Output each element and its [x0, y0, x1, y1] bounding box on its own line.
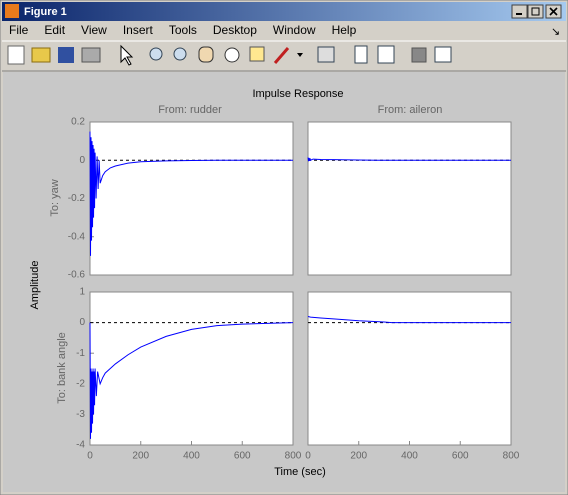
menu-item[interactable]: Edit	[44, 23, 65, 37]
x-tick-label: 800	[503, 451, 520, 462]
x-tick-label: 400	[183, 451, 200, 462]
row-label: To: bank angle	[56, 332, 68, 404]
menu-item[interactable]: Window	[273, 23, 316, 37]
x-tick-label: 200	[350, 451, 367, 462]
y-tick-label: -0.4	[68, 231, 86, 242]
datacursor-icon[interactable]	[249, 46, 265, 62]
print-icon[interactable]	[81, 47, 101, 63]
zoom-out-icon[interactable]	[173, 47, 187, 61]
menu-item[interactable]: Desktop	[213, 23, 257, 37]
brush-dropdown[interactable]	[297, 53, 303, 57]
x-tick-label: 600	[452, 451, 469, 462]
axes	[307, 121, 512, 276]
x-tick-label: 0	[87, 451, 93, 462]
toolbar	[7, 44, 452, 66]
axes	[89, 121, 294, 276]
y-tick-label: -2	[76, 378, 85, 389]
y-tick-label: -0.6	[68, 270, 86, 281]
x-tick-label: 400	[401, 451, 418, 462]
hide-tools-icon[interactable]	[411, 47, 427, 63]
minimize-button[interactable]	[511, 4, 528, 19]
y-tick-label: -4	[76, 440, 85, 451]
menu-item[interactable]: View	[81, 23, 107, 37]
y-tick-label: -3	[76, 409, 85, 420]
row-label: To: yaw	[49, 179, 61, 216]
brush-icon[interactable]	[273, 47, 290, 64]
y-axis-label: Amplitude	[29, 261, 41, 310]
menu-item[interactable]: Help	[332, 23, 357, 37]
save-icon[interactable]	[58, 47, 74, 63]
open-icon[interactable]	[31, 47, 51, 63]
menu-item[interactable]: Insert	[123, 23, 154, 37]
x-tick-label: 600	[234, 451, 251, 462]
title-bar	[2, 2, 566, 21]
menu-bar: File Edit View Insert Tools Desktop Window Help…	[9, 23, 560, 38]
y-tick-label: 0	[79, 155, 85, 166]
colorbar-icon[interactable]	[354, 45, 368, 64]
x-tick-label: 800	[285, 451, 302, 462]
response-line	[307, 315, 511, 324]
plot-title: Impulse Response	[252, 88, 343, 100]
legend-icon[interactable]	[377, 45, 395, 64]
rotate-icon[interactable]	[224, 47, 240, 63]
dock-arrow: ↘	[551, 26, 560, 38]
window-controls	[511, 4, 562, 19]
show-tools-icon[interactable]	[434, 46, 452, 63]
axes	[89, 291, 294, 446]
y-tick-label: 0.2	[71, 117, 85, 128]
pan-icon[interactable]	[198, 46, 214, 63]
x-axis-label: Time (sec)	[274, 466, 326, 478]
response-line	[307, 157, 511, 162]
x-tick-label: 0	[305, 451, 311, 462]
maximize-button[interactable]	[527, 4, 544, 19]
zoom-in-icon[interactable]	[149, 47, 163, 61]
link-icon[interactable]	[317, 46, 335, 63]
y-tick-label: 1	[79, 287, 85, 298]
y-tick-label: -0.2	[68, 193, 86, 204]
window-title: Figure 1	[24, 6, 67, 18]
response-line	[89, 131, 293, 256]
x-tick-label: 200	[132, 451, 149, 462]
axes	[307, 291, 512, 446]
y-tick-label: -1	[76, 348, 85, 359]
column-label: From: rudder	[158, 104, 222, 116]
y-tick-label: 0	[79, 317, 85, 328]
menu-item[interactable]: Tools	[169, 23, 197, 37]
response-line	[89, 322, 294, 439]
pointer-icon[interactable]	[120, 44, 134, 66]
column-label: From: aileron	[378, 104, 443, 116]
menu-item[interactable]: File	[9, 23, 29, 37]
app-icon	[5, 4, 19, 18]
new-icon[interactable]	[7, 45, 25, 65]
